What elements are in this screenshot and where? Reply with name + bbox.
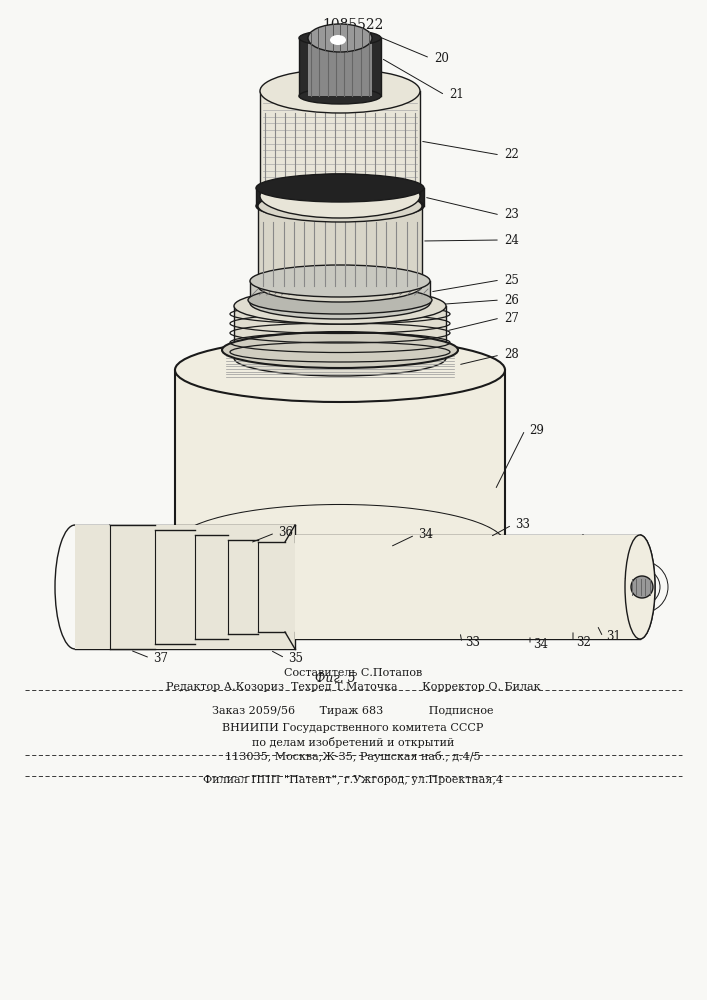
- Ellipse shape: [175, 338, 505, 402]
- Text: 25: 25: [504, 273, 519, 286]
- Ellipse shape: [248, 286, 432, 314]
- Polygon shape: [308, 38, 372, 96]
- Ellipse shape: [299, 30, 381, 46]
- Text: 20: 20: [434, 51, 449, 64]
- Text: 31: 31: [606, 631, 621, 644]
- Polygon shape: [295, 535, 640, 639]
- Ellipse shape: [250, 265, 430, 297]
- Ellipse shape: [256, 192, 424, 220]
- Text: 27: 27: [504, 312, 519, 324]
- Ellipse shape: [258, 270, 422, 302]
- Ellipse shape: [625, 535, 655, 639]
- Text: 113035, Москва,Ж-35, Раушская наб., д.4/5: 113035, Москва,Ж-35, Раушская наб., д.4/…: [226, 751, 481, 762]
- Text: Фиг. 5: Фиг. 5: [315, 672, 356, 685]
- Text: 30: 30: [637, 566, 652, 578]
- Text: 34: 34: [418, 528, 433, 542]
- Text: 36: 36: [278, 526, 293, 540]
- Polygon shape: [256, 188, 424, 206]
- Text: Редактор А.Козориз  Техред Т.Маточка       Корректор О. Билак: Редактор А.Козориз Техред Т.Маточка Корр…: [165, 682, 540, 692]
- Text: 22: 22: [504, 148, 519, 161]
- Text: Филиал ППП "Патент", г.Ужгород, ул.Проектная,4: Филиал ППП "Патент", г.Ужгород, ул.Проек…: [203, 775, 503, 785]
- Polygon shape: [260, 91, 420, 196]
- Polygon shape: [299, 38, 381, 96]
- Ellipse shape: [250, 287, 430, 319]
- Polygon shape: [234, 306, 446, 358]
- Ellipse shape: [258, 190, 422, 222]
- Ellipse shape: [631, 576, 653, 598]
- Ellipse shape: [308, 32, 372, 44]
- Text: 37: 37: [153, 652, 168, 664]
- Text: 1085522: 1085522: [322, 18, 384, 32]
- Ellipse shape: [308, 24, 372, 52]
- Ellipse shape: [234, 288, 446, 324]
- Ellipse shape: [299, 88, 381, 104]
- Text: 33: 33: [465, 637, 480, 650]
- Text: 34: 34: [533, 639, 548, 652]
- Text: 35: 35: [288, 652, 303, 664]
- Polygon shape: [75, 525, 295, 649]
- Text: 24: 24: [504, 233, 519, 246]
- Polygon shape: [250, 281, 430, 303]
- Ellipse shape: [222, 362, 458, 398]
- Text: 28: 28: [504, 349, 519, 361]
- Text: 32: 32: [576, 636, 591, 648]
- Ellipse shape: [260, 69, 420, 113]
- Text: 23: 23: [504, 209, 519, 222]
- Text: Фиг. 4: Фиг. 4: [315, 603, 356, 616]
- Ellipse shape: [330, 35, 346, 45]
- Text: 33: 33: [515, 518, 530, 532]
- Text: по делам изобретений и открытий: по делам изобретений и открытий: [252, 737, 454, 748]
- Polygon shape: [258, 206, 422, 286]
- Text: Составитель С.Потапов: Составитель С.Потапов: [284, 668, 422, 678]
- Polygon shape: [175, 370, 505, 545]
- Polygon shape: [248, 300, 432, 310]
- Polygon shape: [175, 505, 505, 545]
- Ellipse shape: [248, 296, 432, 324]
- Ellipse shape: [222, 332, 458, 368]
- Text: 26: 26: [504, 294, 519, 306]
- Text: 21: 21: [449, 89, 464, 102]
- Text: 29: 29: [529, 424, 544, 436]
- Ellipse shape: [234, 340, 446, 376]
- Text: ВНИИПИ Государственного комитета СССР: ВНИИПИ Государственного комитета СССР: [222, 723, 484, 733]
- Text: Заказ 2059/56       Тираж 683             Подписное: Заказ 2059/56 Тираж 683 Подписное: [212, 706, 493, 716]
- Ellipse shape: [260, 174, 420, 218]
- Ellipse shape: [256, 174, 424, 202]
- Polygon shape: [222, 350, 458, 380]
